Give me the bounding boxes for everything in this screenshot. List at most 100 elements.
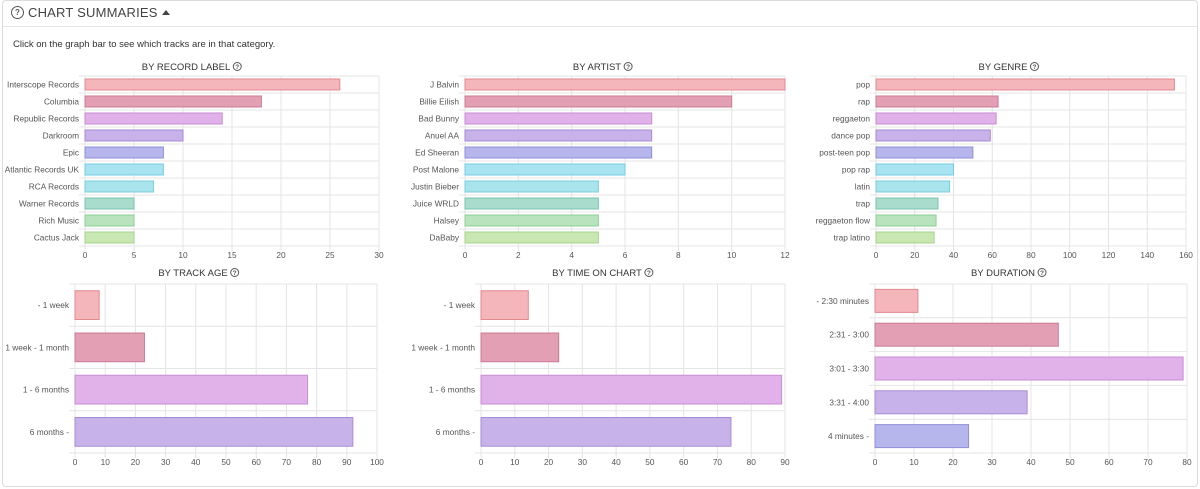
bar-trap-latino[interactable]	[875, 231, 935, 244]
x-tick-label: 160	[1179, 250, 1193, 260]
question-circle-icon[interactable]: ?	[623, 62, 633, 72]
bar-dababy[interactable]	[464, 231, 599, 244]
x-tick-label: 50	[221, 457, 231, 467]
bar-1-6-months[interactable]	[480, 374, 783, 405]
svg-text:?: ?	[1032, 64, 1036, 71]
bar-pop[interactable]	[875, 78, 1175, 91]
bar-latin[interactable]	[875, 180, 951, 193]
x-tick-label: 10	[510, 457, 520, 467]
bar-bad-bunny[interactable]	[464, 112, 653, 125]
category-label: Ed Sheeran	[415, 148, 459, 158]
bar-interscope-records[interactable]	[84, 78, 341, 91]
chart-by-time-on-chart: 0 10 20 30 40 50 60 70 80 90 - 1 week 1 week - 1 mo…	[411, 268, 790, 467]
bar-republic-records[interactable]	[84, 112, 223, 125]
category-label: reggaeton	[833, 114, 871, 124]
bar-rca-records[interactable]	[84, 180, 155, 193]
category-label: 2:31 - 3:00	[829, 330, 869, 340]
bar-darkroom[interactable]	[84, 129, 184, 142]
x-tick-label: 10	[178, 250, 188, 260]
x-tick-label: 40	[1026, 457, 1036, 467]
bar-anuel-aa[interactable]	[464, 129, 653, 142]
bar-epic[interactable]	[84, 146, 164, 159]
x-tick-label: 6	[623, 250, 628, 260]
bar-columbia[interactable]	[84, 95, 262, 108]
bar-3-31-4-00[interactable]	[874, 390, 1028, 415]
x-tick-label: 60	[679, 457, 689, 467]
bar-ed-sheeran[interactable]	[464, 146, 653, 159]
bar-1-week[interactable]	[480, 290, 529, 320]
bar-billie-eilish[interactable]	[464, 95, 733, 108]
category-label: Justin Bieber	[411, 182, 459, 192]
question-circle-icon[interactable]: ?	[11, 6, 24, 19]
bar-rap[interactable]	[875, 95, 999, 108]
bar-j-balvin[interactable]	[464, 78, 786, 91]
question-circle-icon[interactable]: ?	[1029, 62, 1039, 72]
x-tick-label: 80	[747, 457, 757, 467]
x-tick-label: 50	[1065, 457, 1075, 467]
x-tick-label: 25	[325, 250, 335, 260]
panel-title: CHART SUMMARIES	[28, 5, 158, 20]
category-label: - 1 week	[38, 300, 70, 310]
bar-1-week-1-month[interactable]	[74, 332, 145, 363]
chart-summaries-toggle[interactable]: ? CHART SUMMARIES	[11, 5, 170, 20]
bar-reggaeton-flow[interactable]	[875, 214, 937, 227]
x-tick-label: 60	[252, 457, 262, 467]
category-label: trap latino	[834, 233, 871, 243]
bar-3-01-3-30[interactable]	[874, 356, 1184, 381]
bar-warner-records[interactable]	[84, 197, 135, 210]
bar-post-malone[interactable]	[464, 163, 626, 176]
bar-post-teen-pop[interactable]	[875, 146, 974, 159]
category-label: - 1 week	[444, 300, 476, 310]
bar-4-minutes[interactable]	[874, 424, 970, 449]
x-tick-label: 12	[780, 250, 790, 260]
x-tick-label: 30	[578, 457, 588, 467]
chart-by-record-label: 0 5 10 15 20 25 30 Interscope Records Columbia Re…	[5, 62, 384, 260]
x-tick-label: 0	[479, 457, 484, 467]
bar-1-week[interactable]	[74, 290, 100, 320]
category-label: 1 week - 1 month	[411, 342, 475, 352]
bar-1-week-1-month[interactable]	[480, 332, 560, 363]
x-tick-label: 70	[282, 457, 292, 467]
bar-pop-rap[interactable]	[875, 163, 954, 176]
bar-6-months[interactable]	[480, 417, 732, 447]
category-label: rap	[858, 97, 870, 107]
bar-rich-music[interactable]	[84, 214, 135, 227]
bar-justin-bieber[interactable]	[464, 180, 599, 193]
question-circle-icon[interactable]: ?	[230, 268, 240, 278]
chart-by-duration: 0 10 20 30 40 50 60 70 80 - 2:30 minutes 2:31 - 3:…	[816, 268, 1192, 467]
bar-juice-wrld[interactable]	[464, 197, 599, 210]
caret-up-icon[interactable]	[161, 9, 170, 15]
x-tick-label: 10	[727, 250, 737, 260]
bar-dance-pop[interactable]	[875, 129, 991, 142]
category-label: Interscope Records	[7, 80, 79, 90]
category-label: pop	[856, 80, 870, 90]
x-tick-label: 20	[131, 457, 141, 467]
x-tick-label: 140	[1140, 250, 1154, 260]
bar-halsey[interactable]	[464, 214, 599, 227]
category-label: DaBaby	[429, 233, 459, 243]
bar-reggaeton[interactable]	[875, 112, 997, 125]
bar-trap[interactable]	[875, 197, 939, 210]
x-tick-label: 0	[874, 250, 879, 260]
question-circle-icon[interactable]: ?	[1037, 268, 1047, 278]
x-tick-label: 90	[780, 457, 790, 467]
question-circle-icon[interactable]: ?	[232, 62, 242, 72]
x-tick-label: 0	[463, 250, 468, 260]
x-tick-label: 40	[611, 457, 621, 467]
bar-cactus-jack[interactable]	[84, 231, 135, 244]
chart-title: BY DURATION	[971, 268, 1035, 279]
bar-2-31-3-00[interactable]	[874, 322, 1059, 347]
x-tick-label: 120	[1102, 250, 1116, 260]
question-circle-icon[interactable]: ?	[644, 268, 654, 278]
x-tick-label: 20	[948, 457, 958, 467]
category-label: dance pop	[831, 131, 870, 141]
bar-2-30-minutes[interactable]	[874, 288, 919, 313]
category-label: Bad Bunny	[418, 114, 459, 124]
bar-1-6-months[interactable]	[74, 374, 309, 405]
chart-title: BY TRACK AGE	[158, 268, 227, 279]
bar-atlantic-records-uk[interactable]	[84, 163, 164, 176]
bar-6-months[interactable]	[74, 417, 354, 447]
category-label: - 2:30 minutes	[816, 296, 869, 306]
x-tick-label: 30	[374, 250, 384, 260]
svg-text:?: ?	[1040, 270, 1044, 277]
